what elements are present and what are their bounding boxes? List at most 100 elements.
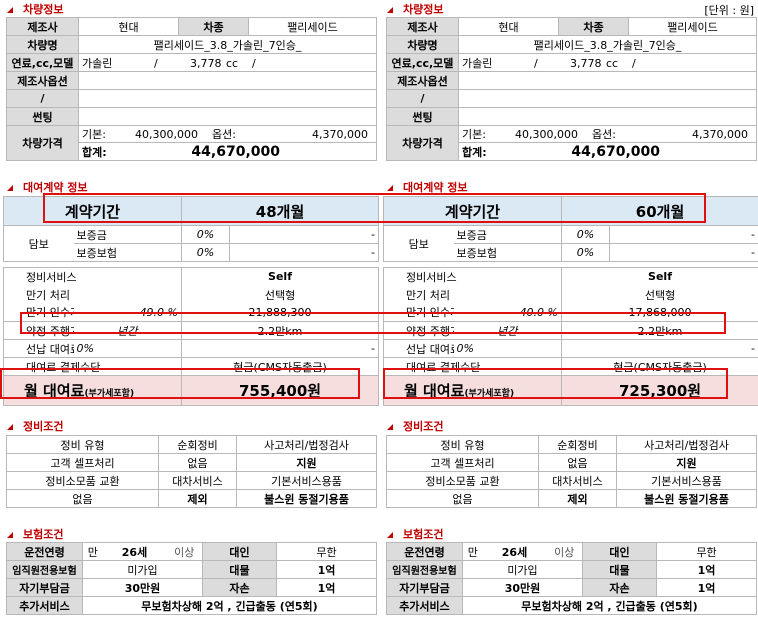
extra-label: 추가서비스 [386,596,463,615]
option-label: 제조사옵션 [386,71,459,90]
option-value [78,71,377,90]
total-value: 44,670,000 [571,143,660,160]
monthly-label-cell: 월 대여료(부가세포함) [382,375,563,406]
opt-label: 옵션: [212,128,236,141]
insurance-label: 보증보험 [453,243,563,262]
maker-label: 제조사 [386,17,459,36]
option-value [458,71,757,90]
prepay-label: 선납 대여료 [383,339,454,358]
maintenance-label: 정비서비스 [2,267,183,286]
exec-label: 임직원전용보험 [6,560,83,579]
maint-exclude: 제외 [158,489,237,508]
fuel-cc-model-cell: 가솔린 / 3,778 cc / [78,53,377,72]
ins-section-title: 보험조건 [387,526,443,542]
slash-value [78,89,377,108]
bodily-value: 무한 [656,542,757,561]
total-label: 합계: [82,145,107,159]
price-total: 합계: 44,670,000 [458,142,757,161]
ins-table: 운전연령 만 26세 이상 대인 무한 임직원전용보험 미가입 대물 1억 자기… [386,542,757,615]
cc-value: 3,778 [190,56,222,70]
price-breakdown: 기본: 40,300,000 옵션: 4,370,000 [458,125,757,143]
vehicle-table: 제조사 현대 차종 팰리세이드 차량명 팰리세이드_3.8_가솔린_7인승_ 연… [386,17,757,161]
guarantee-label: 담보 [3,225,74,262]
triangle-marker-icon [387,532,393,538]
right-quote-panel: 차량정보 [단위 : 원] 제조사 현대 차종 팰리세이드 차량명 팰리세이드_… [382,0,758,622]
takeover-label: 만기 인수가 [383,303,454,322]
age-value: 26세 [482,542,547,561]
tinting-value [458,107,757,126]
payment-label: 대여료 결제수단 [2,357,183,376]
maintenance-value: Self [561,267,758,286]
base-label: 기본: [82,128,106,141]
fuel-value: 가솔린 [82,56,113,70]
maint-unsound: 불스윈 동절기용품 [236,489,377,508]
maint-consumable-label: 정비소모품 교환 [6,471,159,490]
exec-label: 임직원전용보험 [386,560,463,579]
slash-2: / [252,56,256,70]
cc-unit: cc [606,56,619,70]
exec-value: 미가입 [462,560,583,579]
payment-label: 대여료 결제수단 [382,357,563,376]
fuel-label: 연료,cc,모델 [386,53,459,72]
slash-1: / [154,56,158,70]
monthly-label: 월 대여료 [404,382,465,400]
maint-section-title: 정비조건 [7,418,63,434]
deposit-value: - [229,225,380,244]
maint-unsound: 불스윈 동절기용품 [616,489,757,508]
extra-value: 무보험차상해 2억 , 긴급출동 (연5회) [82,596,377,615]
prepay-pct: 0% [73,339,183,358]
name-value: 팰리세이드_3.8_가솔린_7인승_ [78,35,377,54]
mileage-unit: 년간 [73,321,183,340]
triangle-marker-icon [387,7,393,13]
monthly-note: (부가세포함) [84,389,135,399]
takeover-pct: 49.0 % [73,303,183,322]
ins-table: 운전연령 만 26세 이상 대인 무한 임직원전용보험 미가입 대물 1억 자기… [6,542,377,615]
deduct-label: 자기부담금 [386,578,463,597]
period-value: 60개월 [561,196,758,226]
maintenance-value: Self [181,267,380,286]
contract-section-title: 대여계약 정보 [7,179,88,195]
property-label: 대물 [582,560,657,579]
insurance-value: - [609,243,758,262]
maint-type-value: 순회정비 [538,435,617,454]
maint-basic-label: 기본서비스용품 [236,471,377,490]
deposit-label: 보증금 [73,225,183,244]
base-value: 40,300,000 [515,128,578,141]
payment-value: 현금(CMS자동출금) [181,357,380,376]
maint-self-value: 없음 [158,453,237,472]
slash-value [458,89,757,108]
insurance-value: - [229,243,380,262]
mileage-label: 약정 주행거리 [383,321,454,340]
monthly-note: (부가세포함) [464,389,515,399]
fuel-label: 연료,cc,모델 [6,53,79,72]
slash-1: / [534,56,538,70]
selfdmg-value: 1억 [276,578,377,597]
extra-label: 추가서비스 [6,596,83,615]
maint-rental-label: 대차서비스 [538,471,617,490]
prepay-label: 선납 대여료 [3,339,74,358]
maintenance-label: 정비서비스 [382,267,563,286]
tinting-value [78,107,377,126]
mileage-label: 약정 주행거리 [3,321,74,340]
tinting-label: 썬팅 [6,107,79,126]
opt-value: 4,370,000 [312,128,368,141]
period-label: 계약기간 [2,196,183,226]
insurance-pct: 0% [181,243,231,262]
contract-table: 계약기간 48개월 담보 보증금 0% - 보증보험 0% - 정비서비스 Se… [2,196,380,406]
selfdmg-label: 자손 [202,578,277,597]
extra-value: 무보험차상해 2억 , 긴급출동 (연5회) [462,596,757,615]
takeover-pct: 40.0 % [453,303,563,322]
bodily-value: 무한 [276,542,377,561]
bodily-label: 대인 [582,542,657,561]
deposit-pct: 0% [181,225,231,244]
monthly-value: 725,300원 [561,375,758,406]
price-label: 차량가격 [386,125,459,161]
maint-rental-label: 대차서비스 [158,471,237,490]
insurance-pct: 0% [561,243,611,262]
price-label: 차량가격 [6,125,79,161]
deposit-label: 보증금 [453,225,563,244]
property-value: 1억 [656,560,757,579]
fuel-value: 가솔린 [462,56,493,70]
maint-consumable-label: 정비소모품 교환 [386,471,539,490]
base-label: 기본: [462,128,486,141]
